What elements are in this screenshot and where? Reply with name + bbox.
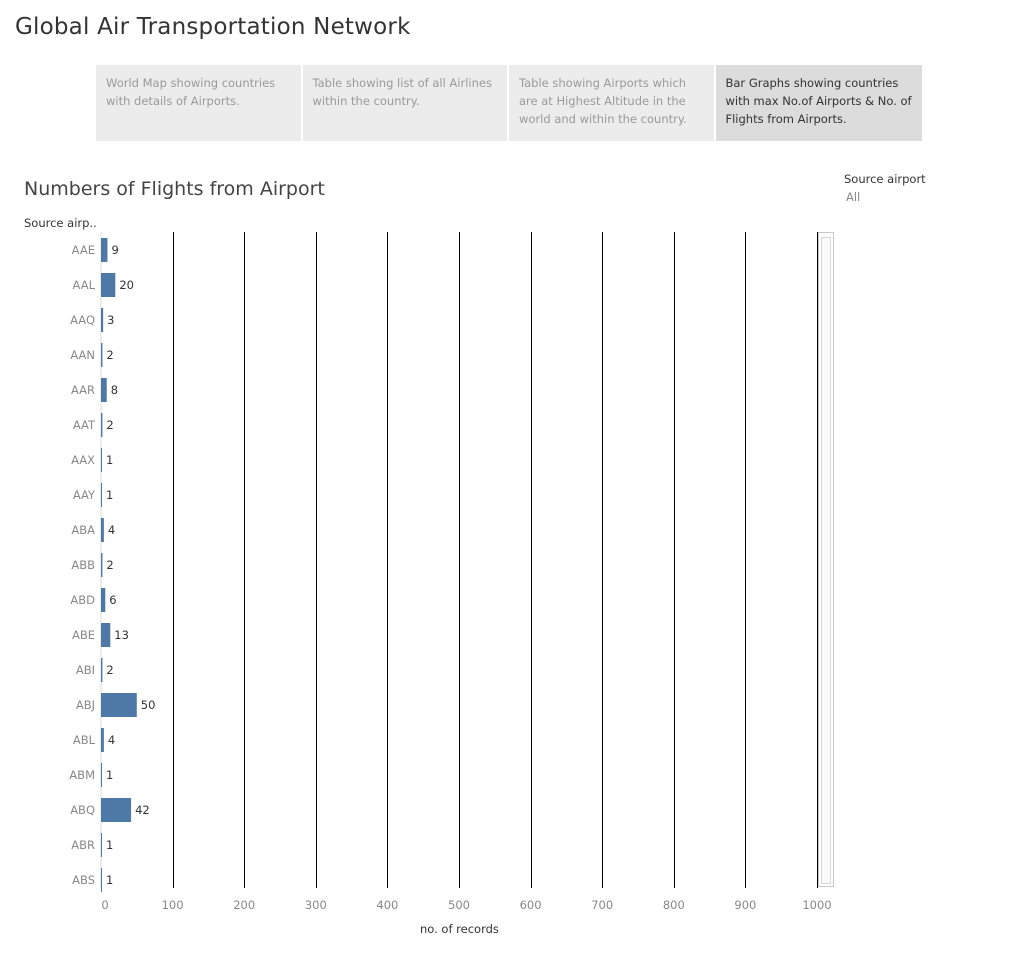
bar bbox=[101, 693, 137, 717]
data-label: 2 bbox=[106, 663, 113, 677]
bar bbox=[101, 833, 102, 857]
data-label: 1 bbox=[106, 768, 113, 782]
bar bbox=[101, 798, 132, 822]
chart-title: Numbers of Flights from Airport bbox=[24, 178, 325, 200]
bar bbox=[101, 413, 103, 437]
bar bbox=[101, 273, 116, 297]
data-label: 20 bbox=[119, 278, 134, 292]
bar bbox=[101, 343, 103, 367]
x-tick-label: 0 bbox=[101, 898, 108, 912]
x-tick-label: 800 bbox=[663, 898, 685, 912]
x-tick-label: 500 bbox=[448, 898, 470, 912]
vertical-scrollbar[interactable] bbox=[818, 232, 834, 887]
category-label: AAN bbox=[70, 348, 95, 362]
bar bbox=[101, 623, 111, 647]
data-label: 1 bbox=[106, 488, 113, 502]
data-label: 2 bbox=[106, 348, 113, 362]
category-label: ABD bbox=[70, 593, 95, 607]
data-label: 6 bbox=[109, 593, 116, 607]
x-tick-label: 700 bbox=[591, 898, 613, 912]
tab-altitude-table[interactable]: Table showing Airports which are at High… bbox=[509, 65, 716, 141]
category-label: ABI bbox=[76, 663, 95, 677]
category-label: ABB bbox=[71, 558, 95, 572]
category-label: AAQ bbox=[70, 313, 95, 327]
data-label: 2 bbox=[106, 558, 113, 572]
category-label: ABA bbox=[71, 523, 95, 537]
row-header[interactable]: Source airp.. bbox=[24, 216, 97, 230]
x-tick-label: 400 bbox=[376, 898, 398, 912]
scrollbar-thumb[interactable] bbox=[821, 237, 831, 884]
bar bbox=[101, 448, 102, 472]
data-label: 50 bbox=[141, 698, 156, 712]
dashboard-tabs: World Map showing countries with details… bbox=[96, 65, 922, 141]
category-label: ABJ bbox=[76, 698, 95, 712]
category-label: ABS bbox=[72, 873, 95, 887]
data-label: 1 bbox=[106, 453, 113, 467]
data-label: 8 bbox=[111, 383, 118, 397]
x-tick-label: 300 bbox=[305, 898, 327, 912]
data-label: 13 bbox=[114, 628, 129, 642]
bar bbox=[101, 238, 108, 262]
data-label: 4 bbox=[108, 523, 115, 537]
x-axis-title: no. of records bbox=[420, 922, 499, 936]
page-title: Global Air Transportation Network bbox=[15, 14, 411, 40]
x-tick-label: 1000 bbox=[802, 898, 831, 912]
bar bbox=[101, 518, 104, 542]
category-label: ABM bbox=[69, 768, 95, 782]
tab-bar-graphs[interactable]: Bar Graphs showing countries with max No… bbox=[715, 65, 922, 141]
data-label: 1 bbox=[106, 838, 113, 852]
category-label: ABE bbox=[72, 628, 95, 642]
bar bbox=[101, 763, 102, 787]
bar bbox=[101, 378, 107, 402]
category-label: AAL bbox=[73, 278, 96, 292]
category-label: ABQ bbox=[70, 803, 95, 817]
x-tick-label: 900 bbox=[734, 898, 756, 912]
category-label: ABL bbox=[73, 733, 96, 747]
filter-label: Source airport bbox=[844, 172, 926, 186]
category-label: AAT bbox=[73, 418, 96, 432]
data-label: 1 bbox=[106, 873, 113, 887]
x-tick-label: 200 bbox=[233, 898, 255, 912]
bar bbox=[101, 588, 106, 612]
data-label: 4 bbox=[108, 733, 115, 747]
tab-airlines-table[interactable]: Table showing list of all Airlines withi… bbox=[302, 65, 509, 141]
bar bbox=[101, 483, 102, 507]
category-label: ABR bbox=[71, 838, 95, 852]
tab-world-map[interactable]: World Map showing countries with details… bbox=[96, 65, 303, 141]
data-label: 3 bbox=[107, 313, 114, 327]
bar bbox=[101, 868, 102, 892]
x-tick-label: 100 bbox=[162, 898, 184, 912]
category-label: AAR bbox=[71, 383, 95, 397]
bar bbox=[101, 658, 103, 682]
category-label: AAE bbox=[72, 243, 95, 257]
bar bbox=[101, 728, 104, 752]
x-tick-label: 600 bbox=[520, 898, 542, 912]
category-label: AAY bbox=[73, 488, 96, 502]
bar bbox=[101, 308, 104, 332]
bar bbox=[101, 553, 103, 577]
data-label: 9 bbox=[111, 243, 118, 257]
category-label: AAX bbox=[71, 453, 95, 467]
data-label: 42 bbox=[135, 803, 150, 817]
data-label: 2 bbox=[106, 418, 113, 432]
filter-dropdown[interactable]: All bbox=[846, 190, 861, 204]
